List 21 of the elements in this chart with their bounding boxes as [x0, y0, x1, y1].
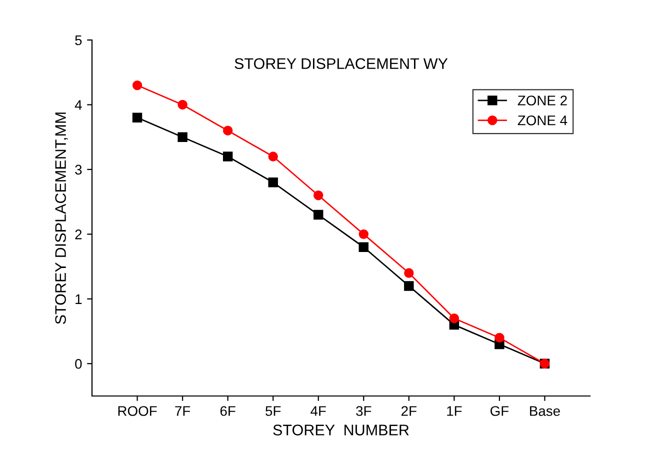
- y-tick-label: 3: [75, 164, 82, 175]
- y-tick-label: 4: [74, 100, 82, 110]
- y-tick-label: 1: [76, 294, 82, 304]
- legend-label: ZONE 4: [518, 115, 568, 126]
- legend-label: ZONE 2: [518, 96, 567, 106]
- x-tick-label: 3F: [356, 406, 372, 416]
- x-tick-label: 6F: [220, 406, 236, 416]
- x-tick-label: 7F: [175, 406, 190, 416]
- x-axis-title: STOREY NUMBER: [273, 424, 409, 436]
- x-tick-label: 5F: [266, 406, 281, 416]
- y-tick-label: 5: [75, 35, 82, 46]
- x-tick-label: GF: [490, 406, 509, 416]
- y-tick-label: 2: [75, 230, 82, 240]
- x-tick-label: 1F: [447, 406, 462, 416]
- x-tick-label: ROOF: [118, 406, 157, 416]
- text: STOREY DISPLACEMENT WY: [234, 58, 448, 70]
- x-tick-label: 2F: [402, 406, 416, 416]
- x-tick-label: Base: [530, 406, 560, 416]
- y-tick-label: 0: [75, 358, 82, 369]
- y-axis-title: STOREY DISPLACEMENT,MM: [55, 112, 68, 324]
- x-tick-label: 4F: [310, 406, 326, 416]
